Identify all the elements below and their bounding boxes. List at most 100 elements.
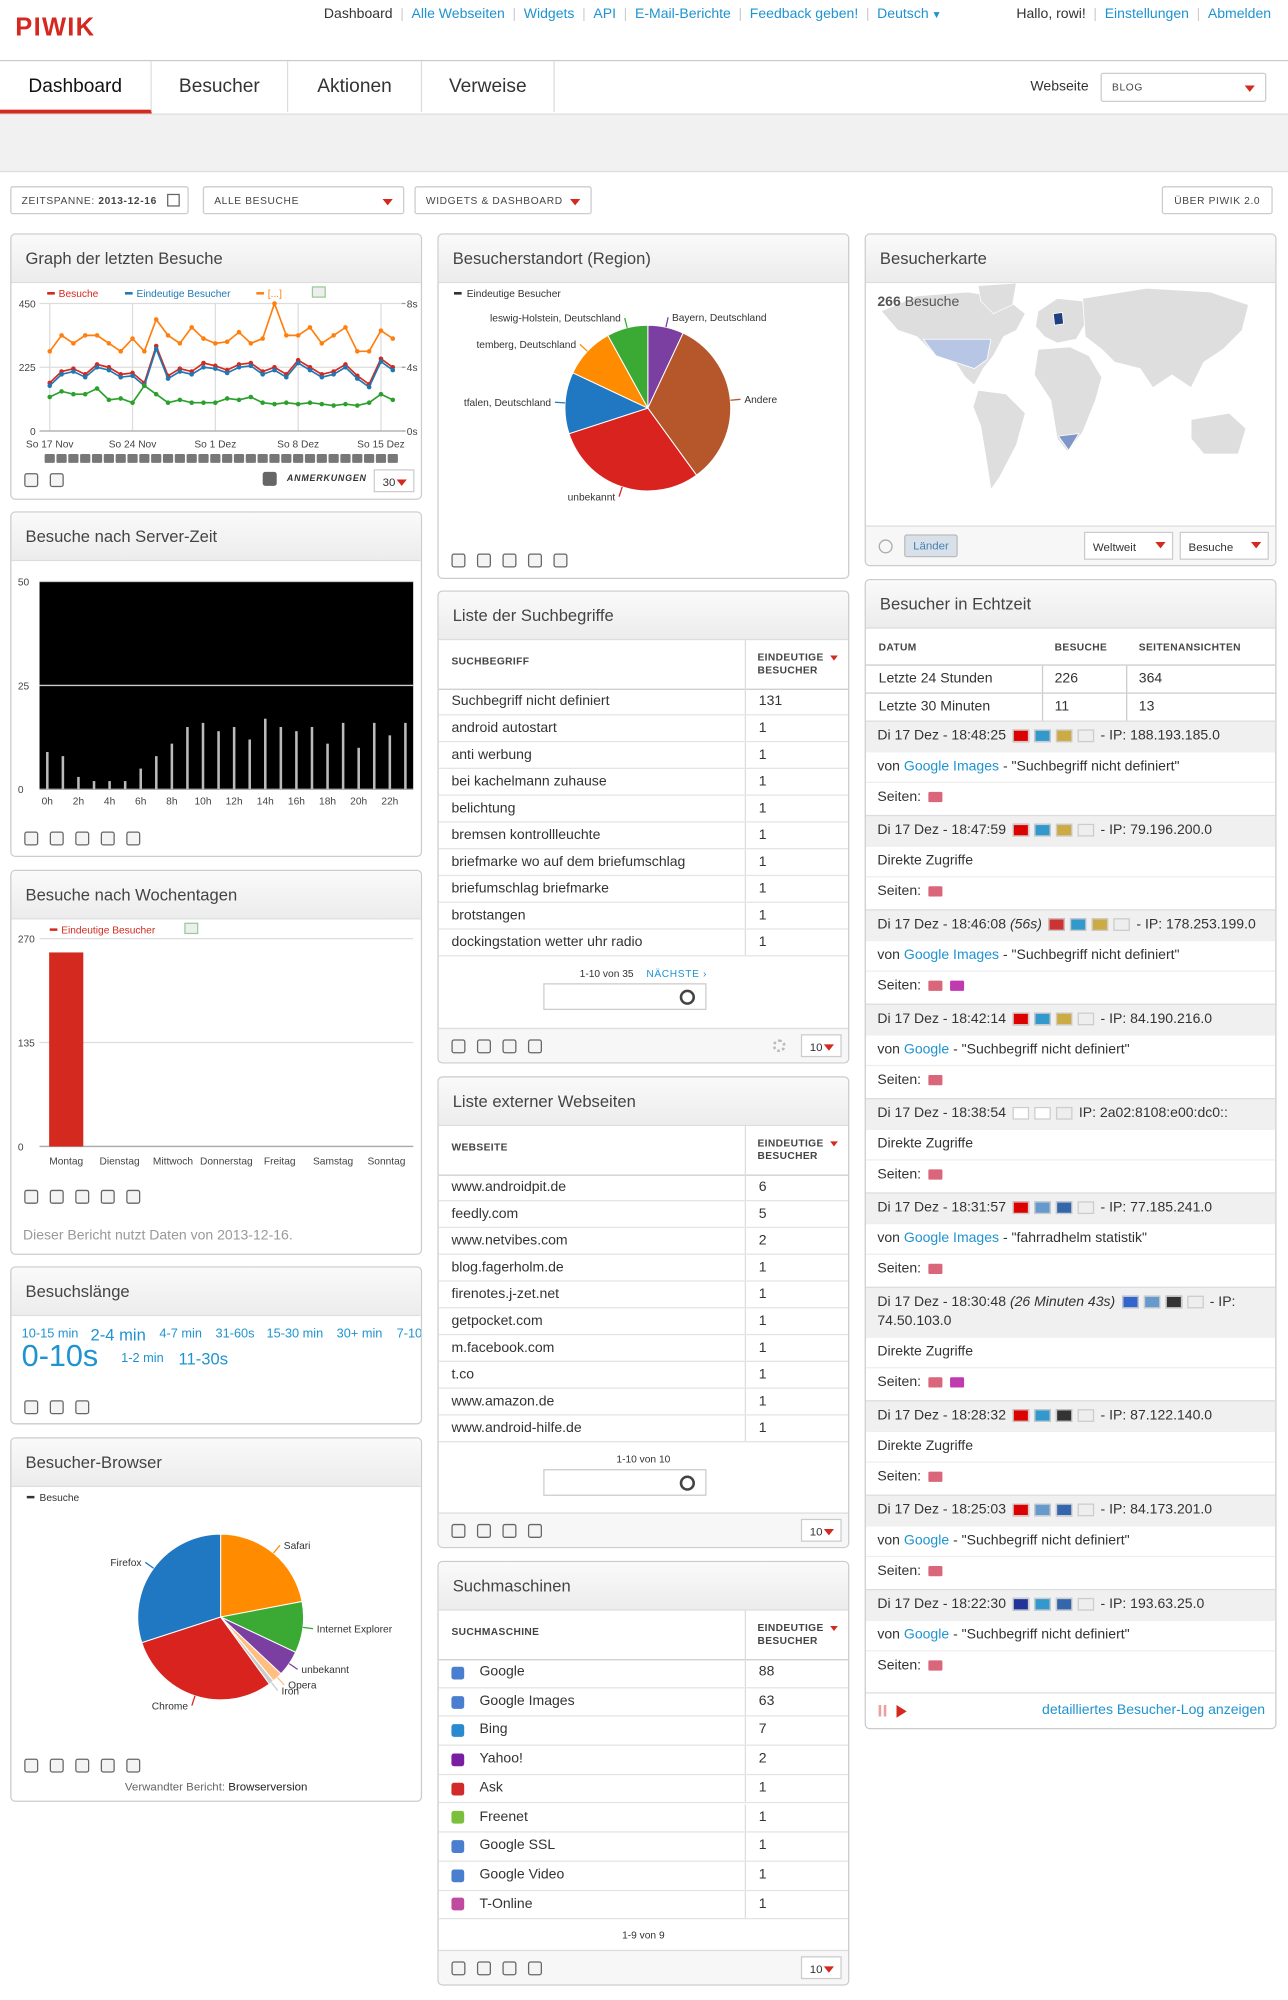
tag[interactable]: 11-30s bbox=[178, 1349, 229, 1369]
visit-header[interactable]: Di 17 Dez - 18:47:59 - IP: 79.196.200.0 bbox=[865, 814, 1276, 846]
tag[interactable]: 2-4 min bbox=[90, 1324, 146, 1345]
table-row[interactable]: Yahoo! 2 bbox=[438, 1745, 849, 1775]
footer-icon[interactable] bbox=[126, 831, 141, 846]
settings-link[interactable]: Einstellungen bbox=[1104, 6, 1189, 22]
visitor-log-link[interactable]: detailliertes Besucher-Log anzeigen bbox=[1042, 1702, 1266, 1718]
table-row[interactable]: Freenet 1 bbox=[438, 1803, 849, 1833]
visit-header[interactable]: Di 17 Dez - 18:25:03 - IP: 84.173.201.0 bbox=[865, 1494, 1276, 1526]
footer-icon[interactable] bbox=[451, 553, 466, 568]
table-row[interactable]: Google Video 1 bbox=[438, 1861, 849, 1891]
play-button[interactable] bbox=[896, 1705, 907, 1718]
zoom-icon[interactable] bbox=[878, 539, 893, 554]
tag[interactable]: 30+ min bbox=[336, 1327, 383, 1342]
footer-icon[interactable] bbox=[49, 831, 64, 846]
region-select[interactable]: Weltweit bbox=[1083, 531, 1174, 560]
referrer-link[interactable]: Google Images bbox=[903, 1230, 1000, 1246]
tag[interactable]: 1-2 min bbox=[121, 1351, 164, 1366]
limit-select[interactable]: 10 bbox=[800, 1034, 842, 1058]
referrer-link[interactable]: Google bbox=[903, 1532, 950, 1549]
table-row[interactable]: getpocket.com 1 bbox=[438, 1308, 849, 1336]
footer-icon[interactable] bbox=[49, 1189, 64, 1204]
search-box[interactable] bbox=[543, 983, 707, 1010]
table-row[interactable]: Bing 7 bbox=[438, 1716, 849, 1746]
footer-icon[interactable] bbox=[100, 831, 115, 846]
column-header[interactable]: EINDEUTIGE BESUCHER bbox=[757, 1137, 824, 1162]
period-selector[interactable]: ZEITSPANNE: 2013-12-16 bbox=[10, 186, 189, 215]
logo[interactable]: PIWIK bbox=[15, 14, 96, 43]
nav-link[interactable]: Feedback geben! bbox=[749, 6, 859, 22]
visit-header[interactable]: Di 17 Dez - 18:31:57 - IP: 77.185.241.0 bbox=[865, 1192, 1276, 1223]
nav-link[interactable]: Dashboard bbox=[323, 6, 393, 22]
visit-header[interactable]: Di 17 Dez - 18:42:14 - IP: 84.190.216.0 bbox=[865, 1003, 1276, 1035]
logout-link[interactable]: Abmelden bbox=[1207, 6, 1272, 22]
column-header[interactable]: EINDEUTIGE BESUCHER bbox=[757, 651, 824, 676]
table-row[interactable]: dockingstation wetter uhr radio 1 bbox=[438, 929, 849, 957]
metric-select[interactable]: Besuche bbox=[1179, 531, 1269, 560]
footer-icon[interactable] bbox=[100, 1758, 115, 1773]
annotations-icon[interactable] bbox=[262, 471, 277, 486]
table-row[interactable]: android autostart 1 bbox=[438, 715, 849, 743]
tab[interactable]: Besucher bbox=[152, 61, 289, 113]
table-row[interactable]: Google 88 bbox=[438, 1659, 849, 1689]
table-row[interactable]: www.androidpit.de 6 bbox=[438, 1174, 849, 1202]
table-row[interactable]: m.facebook.com 1 bbox=[438, 1335, 849, 1362]
footer-icon[interactable] bbox=[49, 1758, 64, 1773]
pause-button[interactable] bbox=[878, 1705, 887, 1717]
footer-icon[interactable] bbox=[476, 1523, 491, 1538]
table-row[interactable]: belichtung 1 bbox=[438, 795, 849, 823]
tag[interactable]: 31-60s bbox=[215, 1327, 255, 1342]
visit-header[interactable]: Di 17 Dez - 18:22:30 - IP: 193.63.25.0 bbox=[865, 1588, 1276, 1620]
next-link[interactable]: NÄCHSTE › bbox=[646, 967, 708, 980]
site-selector[interactable]: BLOG bbox=[1100, 72, 1267, 103]
table-row[interactable]: www.android-hilfe.de 1 bbox=[438, 1415, 849, 1443]
footer-icon[interactable] bbox=[24, 1400, 39, 1415]
visit-header[interactable]: Di 17 Dez - 18:48:25 - IP: 188.193.185.0 bbox=[865, 720, 1276, 752]
footer-icon[interactable] bbox=[75, 1400, 90, 1415]
limit-select[interactable]: 10 bbox=[800, 1956, 842, 1980]
search-box[interactable] bbox=[543, 1469, 707, 1496]
annotations-button[interactable]: ANMERKUNGEN bbox=[286, 474, 367, 484]
footer-icon[interactable] bbox=[451, 1039, 466, 1054]
nav-link[interactable]: E-Mail-Berichte bbox=[634, 6, 731, 22]
column-header[interactable]: EINDEUTIGE BESUCHER bbox=[757, 1622, 824, 1647]
footer-icon[interactable] bbox=[502, 1039, 517, 1054]
limit-select[interactable]: 10 bbox=[800, 1518, 842, 1542]
footer-icon[interactable] bbox=[527, 1523, 542, 1538]
table-row[interactable]: feedly.com 5 bbox=[438, 1201, 849, 1229]
tag[interactable]: 4-7 min bbox=[159, 1327, 202, 1342]
table-row[interactable]: bei kachelmann zuhause 1 bbox=[438, 768, 849, 796]
period-limit[interactable]: 30 bbox=[373, 469, 415, 493]
tag[interactable]: 10-15 min bbox=[21, 1327, 79, 1342]
footer-icon[interactable] bbox=[24, 1758, 39, 1773]
table-row[interactable]: briefumschlag briefmarke 1 bbox=[438, 876, 849, 903]
visit-header[interactable]: Di 17 Dez - 18:46:08 (56s) - IP: 178.253… bbox=[865, 909, 1276, 940]
footer-icon[interactable] bbox=[502, 553, 517, 568]
nav-link[interactable]: API bbox=[593, 6, 617, 22]
table-row[interactable]: Google SSL 1 bbox=[438, 1832, 849, 1862]
table-row[interactable]: briefmarke wo auf dem briefumschlag 1 bbox=[438, 849, 849, 877]
tag[interactable]: 15-30 min bbox=[266, 1327, 324, 1342]
segment-selector[interactable]: ALLE BESUCHE bbox=[202, 186, 405, 215]
footer-icon[interactable] bbox=[24, 831, 39, 846]
footer-icon[interactable] bbox=[553, 553, 568, 568]
visit-header[interactable]: Di 17 Dez - 18:28:32 - IP: 87.122.140.0 bbox=[865, 1400, 1276, 1431]
widgets-menu[interactable]: WIDGETS & DASHBOARD bbox=[414, 186, 592, 215]
footer-icon[interactable] bbox=[75, 1758, 90, 1773]
referrer-link[interactable]: Google Images bbox=[903, 947, 1000, 963]
footer-icon[interactable] bbox=[49, 473, 64, 488]
footer-icon[interactable] bbox=[476, 553, 491, 568]
table-row[interactable]: www.netvibes.com 2 bbox=[438, 1228, 849, 1255]
nav-link[interactable]: Widgets bbox=[523, 6, 575, 22]
table-row[interactable]: Ask 1 bbox=[438, 1774, 849, 1804]
language[interactable]: Deutsch bbox=[877, 6, 929, 22]
visit-header[interactable]: Di 17 Dez - 18:38:54 IP: 2a02:8108:e00:d… bbox=[865, 1097, 1276, 1129]
table-row[interactable]: firenotes.j-zet.net 1 bbox=[438, 1281, 849, 1309]
referrer-link[interactable]: Google Images bbox=[903, 758, 1000, 775]
footer-icon[interactable] bbox=[527, 553, 542, 568]
footer-icon[interactable] bbox=[75, 831, 90, 846]
referrer-link[interactable]: Google bbox=[903, 1041, 950, 1058]
footer-icon[interactable] bbox=[49, 1400, 64, 1415]
footer-icon[interactable] bbox=[451, 1961, 466, 1976]
tag[interactable]: 7-10 bbox=[396, 1327, 423, 1342]
table-row[interactable]: www.amazon.de 1 bbox=[438, 1388, 849, 1416]
